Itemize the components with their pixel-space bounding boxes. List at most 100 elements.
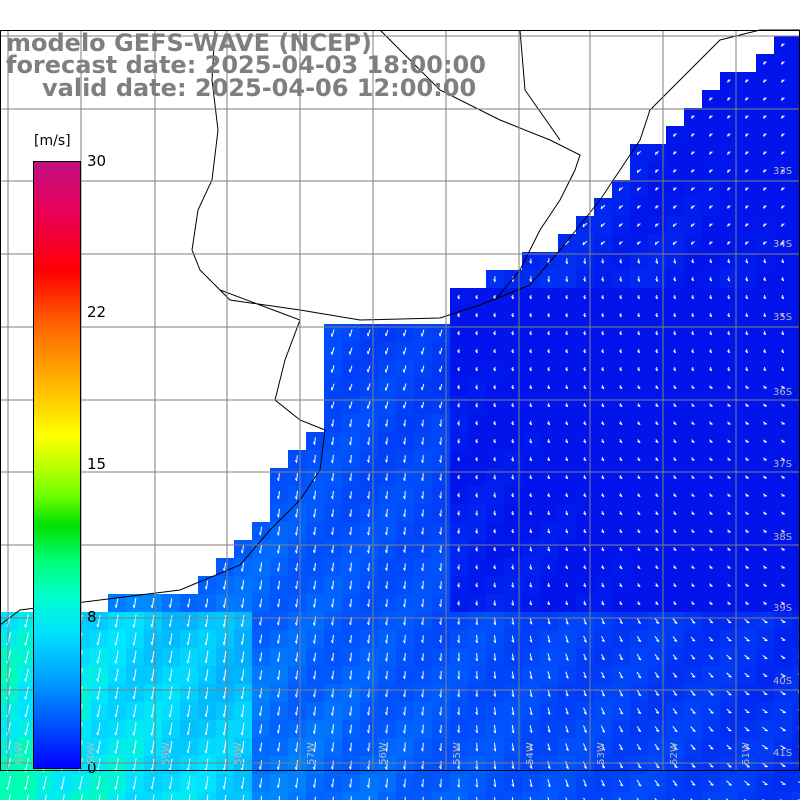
wind-arrow-head xyxy=(691,603,695,605)
wind-arrow xyxy=(115,776,119,790)
wind-arrow-head xyxy=(565,658,569,661)
wind-arrow-head xyxy=(204,786,207,790)
wind-arrow-head xyxy=(439,477,442,481)
wind-arrow-head xyxy=(583,784,587,787)
wind-arrow xyxy=(242,794,245,800)
wind-arrow xyxy=(583,617,587,625)
wind-arrow xyxy=(278,526,280,536)
wind-arrow xyxy=(26,794,29,800)
wind-arrow-head xyxy=(312,586,316,590)
wind-arrow xyxy=(223,687,227,699)
wind-arrow-head xyxy=(582,223,585,228)
wind-arrow xyxy=(368,652,370,662)
wind-arrow-head xyxy=(403,604,406,608)
wind-arrow-head xyxy=(655,332,658,336)
wind-arrow-head xyxy=(457,548,460,552)
wind-arrow xyxy=(636,726,642,732)
wind-arrow xyxy=(188,794,191,800)
wind-arrow-head xyxy=(727,387,731,389)
wind-arrow-head xyxy=(745,151,747,155)
wind-arrow-head xyxy=(367,513,370,518)
wind-arrow xyxy=(241,740,245,754)
wind-arrow-head xyxy=(781,169,783,173)
wind-arrow xyxy=(565,797,568,800)
wind-arrow-head xyxy=(384,766,388,770)
wind-arrow-head xyxy=(204,713,207,717)
wind-arrow-head xyxy=(583,386,587,390)
border-line xyxy=(379,29,581,301)
wind-arrow-head xyxy=(600,223,603,228)
wind-arrow-head xyxy=(673,602,677,605)
wind-arrow-head xyxy=(366,640,370,644)
wind-arrow-head xyxy=(475,693,478,697)
wind-arrow-head xyxy=(385,514,388,518)
wind-arrow xyxy=(223,740,227,754)
wind-arrow-head xyxy=(493,476,496,480)
wind-arrow-head xyxy=(619,584,623,588)
wind-arrow-head xyxy=(6,642,9,646)
wind-arrow-head xyxy=(457,584,460,588)
wind-arrow xyxy=(296,634,298,644)
wind-arrow-head xyxy=(366,694,370,698)
wind-arrow-head xyxy=(439,568,442,572)
wind-arrow xyxy=(583,653,587,661)
wind-arrow-head xyxy=(619,296,622,300)
wind-arrow xyxy=(367,383,371,391)
wind-arrow-head xyxy=(475,494,478,498)
wind-arrow xyxy=(223,632,227,646)
speed-cell xyxy=(72,792,90,800)
wind-arrow-head xyxy=(654,241,657,245)
wind-arrow-head xyxy=(565,784,569,788)
wind-arrow-head xyxy=(655,386,659,390)
wind-arrow-head xyxy=(204,623,207,628)
wind-arrow-head xyxy=(384,730,388,734)
wind-arrow xyxy=(672,798,675,800)
wind-arrow-head xyxy=(655,476,659,480)
wind-arrow xyxy=(331,365,335,373)
speed-cell xyxy=(360,792,378,800)
lon-label: 61W xyxy=(13,742,25,765)
wind-arrow-head xyxy=(655,675,660,679)
wind-arrow-head xyxy=(511,584,514,588)
wind-arrow xyxy=(151,722,155,736)
wind-arrow xyxy=(332,670,334,680)
wind-arrow-head xyxy=(763,332,766,336)
wind-arrow-head xyxy=(601,657,605,661)
wind-arrow xyxy=(314,508,316,518)
wind-arrow-head xyxy=(366,568,370,572)
wind-arrow-head xyxy=(132,624,135,628)
wind-arrow-head xyxy=(294,586,298,590)
wind-arrow-head xyxy=(673,422,677,425)
wind-arrow-head xyxy=(638,784,642,787)
wind-arrow-head xyxy=(710,783,714,786)
wind-arrow-head xyxy=(709,459,713,461)
wind-arrow-head xyxy=(475,386,478,390)
wind-arrow-head xyxy=(547,621,551,625)
wind-arrow-head xyxy=(457,766,460,770)
wind-arrow-head xyxy=(763,350,766,354)
wind-arrow-head xyxy=(709,151,711,155)
wind-arrow xyxy=(97,758,101,772)
wind-arrow-head xyxy=(439,784,442,788)
wind-arrow-head xyxy=(276,784,279,789)
wind-arrow xyxy=(708,672,714,678)
wind-arrow-head xyxy=(547,422,550,426)
wind-arrow-head xyxy=(709,368,712,372)
wind-arrow xyxy=(654,797,657,800)
wind-arrow xyxy=(601,635,605,643)
wind-arrow xyxy=(368,599,370,607)
wind-arrow xyxy=(223,722,227,736)
wind-arrow xyxy=(223,669,227,681)
wind-arrow-head xyxy=(42,786,45,790)
wind-arrow-head xyxy=(763,296,766,300)
wind-arrow-head xyxy=(601,422,605,426)
wind-arrow-head xyxy=(96,642,99,646)
wind-arrow-head xyxy=(709,133,711,137)
wind-arrow-head xyxy=(348,694,352,698)
wind-arrow-head xyxy=(385,676,388,680)
wind-arrow-head xyxy=(258,658,261,662)
wind-arrow-head xyxy=(348,333,351,337)
wind-arrow-head xyxy=(385,423,388,427)
wind-arrow-head xyxy=(403,423,406,427)
wind-arrow-head xyxy=(204,586,207,590)
